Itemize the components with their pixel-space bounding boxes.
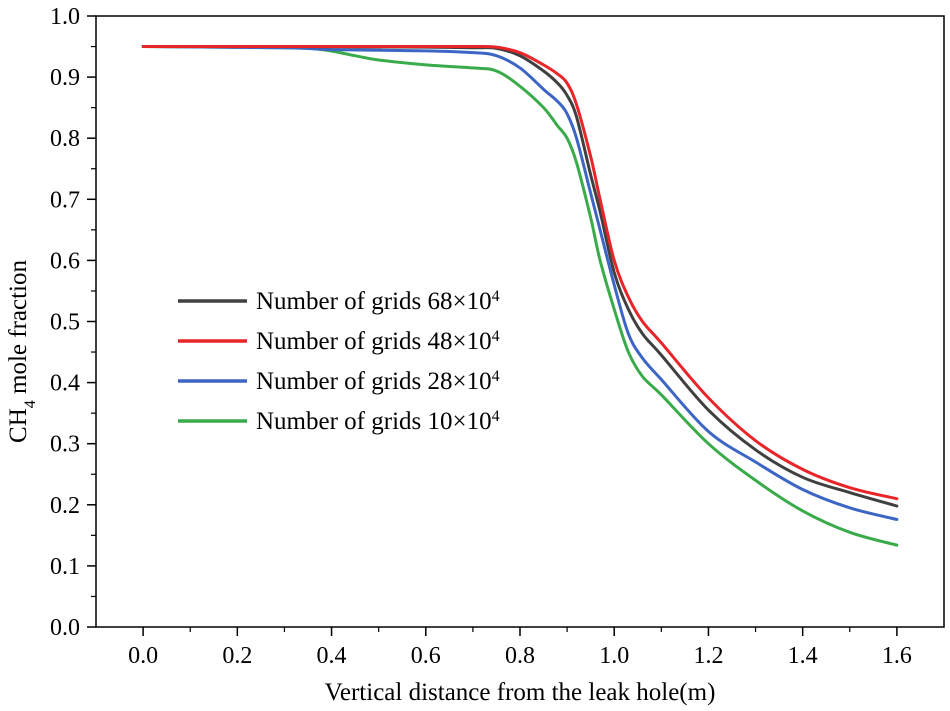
legend-label: Number of grids 68×104 [256,288,500,316]
plot-frame [95,15,945,628]
series-lines [141,45,899,547]
series-line-2 [141,45,899,501]
x-tick-label: 1.4 [788,643,818,669]
axis-tick-labels: 0.0 0.2 0.4 0.6 0.8 1.0 1.2 1.4 1.6 0.0 0.1 0.2 0.3 0… [50,4,912,669]
y-tick-label: 0.8 [50,126,80,152]
series-line-1 [141,45,899,508]
x-tick-label: 0.2 [222,643,252,669]
y-tick-label: 0.5 [50,310,80,336]
x-tick-label: 0.8 [505,643,535,669]
x-tick-label: 0.6 [411,643,441,669]
y-tick-label: 0.1 [50,554,80,580]
y-tick-label: 0.2 [50,493,80,519]
y-tick-label: 1.0 [50,4,80,30]
legend-label: Number of grids 10×104 [256,408,500,436]
x-tick-label: 0.0 [128,643,158,669]
y-tick-label: 0.7 [50,187,80,213]
y-tick-label: 0.0 [50,615,80,641]
axis-ticks [87,15,898,636]
y-axis-title: CH4 mole fraction [5,260,39,443]
x-tick-label: 0.4 [317,643,347,669]
y-tick-label: 0.6 [50,248,80,274]
series-line-4 [141,45,899,547]
x-tick-label: 1.6 [882,643,912,669]
y-tick-label: 0.9 [50,65,80,91]
series-line-3 [141,45,899,521]
legend-label: Number of grids 28×104 [256,368,500,396]
x-tick-label: 1.2 [693,643,723,669]
legend: Number of grids 68×104 Number of grids 48… [178,288,500,436]
y-tick-label: 0.4 [50,371,80,397]
y-tick-label: 0.3 [50,432,80,458]
legend-label: Number of grids 48×104 [256,328,500,356]
x-tick-label: 1.0 [599,643,629,669]
x-axis-title: Vertical distance from the leak hole(m) [325,679,716,706]
